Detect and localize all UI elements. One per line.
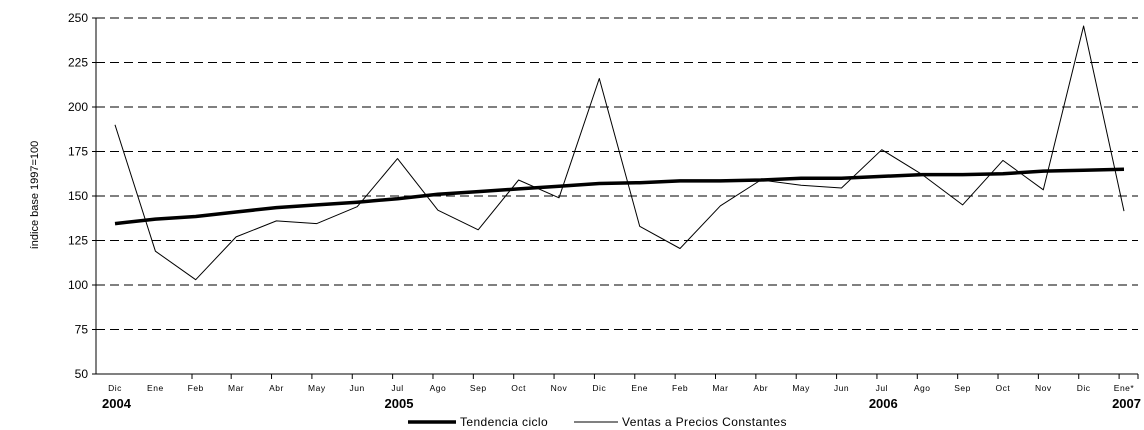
year-label-2007: 2007: [1112, 396, 1141, 411]
y-axis-title: índice base 1997=100: [29, 141, 41, 250]
y-tick-label-50: 50: [75, 367, 89, 381]
x-tick-label: Abr: [753, 383, 768, 393]
x-tick-label: Sep: [954, 383, 971, 393]
x-tick-label: Ene: [631, 383, 648, 393]
x-tick-label: May: [792, 383, 810, 393]
legend-item-ventas-precios-constantes: Ventas a Precios Constantes: [574, 415, 787, 429]
series-line-ventas-precios-constantes: [114, 25, 1125, 281]
series-lines: [114, 25, 1125, 281]
x-tick-label: Feb: [672, 383, 688, 393]
year-label-2004: 2004: [102, 396, 132, 411]
x-tick-label: Sep: [470, 383, 487, 393]
x-tick-label: Ene: [147, 383, 164, 393]
legend: Tendencia ciclo Ventas a Precios Constant…: [408, 415, 787, 429]
x-tick-label: Ago: [914, 383, 931, 393]
x-tick-label: Dic: [1077, 383, 1091, 393]
x-tick-label: Jul: [391, 383, 403, 393]
year-label-2006: 2006: [869, 396, 898, 411]
year-label-2005: 2005: [385, 396, 414, 411]
y-tick-label-150: 150: [68, 189, 88, 203]
x-tick-label: Nov: [551, 383, 568, 393]
x-tick-label: Mar: [712, 383, 728, 393]
x-tick-label: Ene*: [1114, 383, 1135, 393]
x-tick-label: Feb: [188, 383, 204, 393]
y-tick-label-175: 175: [68, 145, 88, 159]
series-line-tendencia-ciclo: [114, 167, 1125, 226]
y-tick-label-250: 250: [68, 11, 88, 25]
y-tick-label-200: 200: [68, 100, 88, 114]
x-tick-label: Ago: [430, 383, 447, 393]
x-tick-label: Jul: [876, 383, 888, 393]
y-tick-label-225: 225: [68, 56, 88, 70]
x-tick-label: Jun: [350, 383, 365, 393]
x-tick-label: Jun: [834, 383, 849, 393]
x-axis-ticks: Dic Ene Feb Mar Abr May Jun Jul Ago Sep Oct Nov Dic E…: [102, 374, 1141, 411]
y-tick-label-100: 100: [68, 278, 88, 292]
x-tick-label: Dic: [108, 383, 122, 393]
x-tick-label: Oct: [996, 383, 1011, 393]
x-tick-label: Dic: [592, 383, 606, 393]
x-tick-label: Abr: [269, 383, 284, 393]
x-tick-label: May: [308, 383, 326, 393]
y-axis-ticks: 50 75 100 125 150 175 200 225 250: [68, 11, 96, 381]
gridlines: [96, 17, 1138, 330]
x-tick-label: Oct: [511, 383, 526, 393]
y-tick-label-75: 75: [75, 323, 89, 337]
legend-label: Ventas a Precios Constantes: [622, 415, 787, 429]
legend-item-tendencia-ciclo: Tendencia ciclo: [408, 415, 548, 429]
x-tick-label: Nov: [1035, 383, 1052, 393]
legend-label: Tendencia ciclo: [460, 415, 548, 429]
x-tick-label: Mar: [228, 383, 244, 393]
y-tick-label-125: 125: [68, 234, 88, 248]
